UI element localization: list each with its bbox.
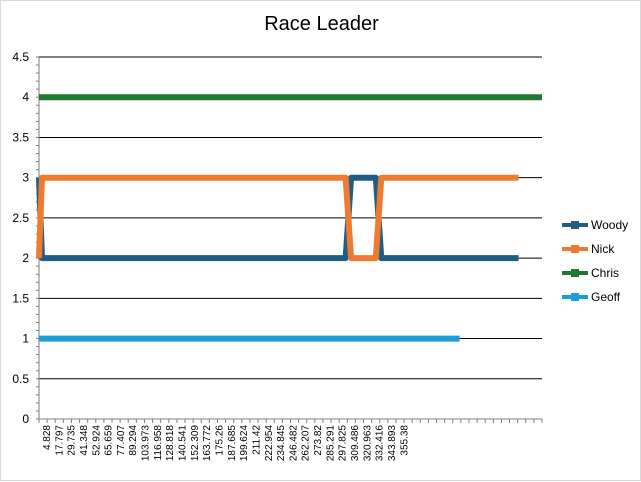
legend-swatch-marker [571,245,579,253]
x-tick-label: 52.924 [91,425,102,456]
x-tick-label: 140.541 [178,425,189,462]
x-tick-label: 89.294 [128,425,139,456]
x-tick-label: 355.38 [399,425,410,456]
x-tick-label: 234.845 [276,425,287,462]
x-tick-label: 187.685 [227,425,238,462]
x-tick-label: 332.416 [375,425,386,462]
legend-swatch-marker [571,269,579,277]
y-tick-label: 0 [22,412,29,426]
chart-title: Race Leader [264,13,379,35]
y-tick-label: 4 [22,90,29,104]
legend-swatch-marker [571,293,579,301]
x-tick-label: 41.348 [79,425,90,456]
series-line-nick [36,174,519,262]
x-tick-label: 163.772 [202,425,213,462]
x-tick-label: 128.818 [165,425,176,462]
x-tick-label: 320.963 [362,425,373,462]
x-tick-label: 222.954 [264,425,275,462]
x-tick-label: 175.26 [214,425,225,456]
y-tick-label: 1.5 [12,291,29,305]
x-tick-label: 246.482 [288,425,299,462]
x-tick-label: 285.291 [325,425,336,462]
y-tick-label: 3.5 [12,130,29,144]
x-tick-label: 262.207 [301,425,312,462]
y-tick-label: 3 [22,171,29,185]
y-tick-label: 4.5 [12,50,29,64]
legend-label: Nick [591,242,615,256]
legend-label: Chris [591,266,619,280]
y-tick-label: 0.5 [12,372,29,386]
x-tick-label: 343.893 [387,425,398,462]
x-tick-label: 103.973 [141,425,152,462]
x-tick-label: 199.624 [239,425,250,462]
x-tick-label: 4.828 [42,425,53,450]
x-tick-label: 297.825 [338,425,349,462]
x-tick-label: 309.486 [350,425,361,462]
y-tick-label: 1 [22,332,29,346]
x-tick-label: 273.82 [313,425,324,456]
legend-swatch-marker [571,221,579,229]
x-tick-label: 29.735 [67,425,78,456]
x-tick-label: 17.797 [54,425,65,456]
x-tick-label: 211.42 [251,425,262,455]
x-tick-label: 152.309 [190,425,201,462]
x-tick-label: 77.407 [116,425,127,456]
x-tick-label: 116.958 [153,425,164,461]
legend-label: Woody [591,218,628,232]
legend-label: Geoff [591,290,621,304]
y-tick-label: 2 [22,251,29,265]
x-tick-label: 65.659 [104,425,115,456]
y-tick-label: 2.5 [12,211,29,225]
